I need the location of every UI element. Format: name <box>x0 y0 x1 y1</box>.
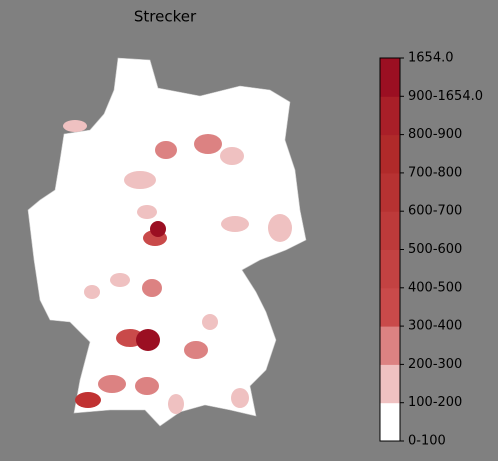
map-title: Strecker <box>134 8 197 26</box>
district-shading <box>63 120 292 414</box>
colorbar-segment <box>380 58 400 97</box>
colorbar-label: 400-500 <box>408 280 462 295</box>
colorbar-segment <box>380 326 400 365</box>
colorbar-segment <box>380 287 400 327</box>
district <box>220 147 244 165</box>
germany-map <box>27 57 307 427</box>
district <box>136 329 160 351</box>
colorbar-label: 100-200 <box>408 395 462 410</box>
district <box>135 377 159 395</box>
district <box>84 285 100 299</box>
district <box>231 388 249 408</box>
district <box>221 216 249 232</box>
colorbar-segment <box>380 402 400 442</box>
colorbar-label: 300-400 <box>408 319 462 334</box>
district <box>75 392 101 408</box>
district <box>168 394 184 414</box>
colorbar-segment <box>380 172 400 212</box>
colorbar-label: 700-800 <box>408 165 462 180</box>
district <box>124 171 156 189</box>
colorbar-label: 500-600 <box>408 242 462 257</box>
colorbar-segment <box>380 134 400 174</box>
colorbar-label: 200-300 <box>408 357 462 372</box>
district <box>137 205 157 219</box>
district <box>184 341 208 359</box>
district <box>63 120 87 132</box>
colorbar-label: 0-100 <box>408 434 446 449</box>
colorbar-segment <box>380 364 400 404</box>
colorbar-label: 1654.0 <box>408 51 454 66</box>
colorbar-label: 600-700 <box>408 204 462 219</box>
district <box>194 134 222 154</box>
district <box>98 375 126 393</box>
colorbar-label: 800-900 <box>408 127 462 142</box>
district <box>110 273 130 287</box>
colorbar: 0-100 100-200 200-300 300-400 400-500 500-600… <box>379 51 483 449</box>
colorbar-label: 900-1654.0 <box>408 89 483 104</box>
district <box>202 314 218 330</box>
colorbar-segment <box>380 211 400 250</box>
district <box>142 279 162 297</box>
colorbar-segment <box>380 96 400 136</box>
district <box>150 221 166 237</box>
district <box>155 141 177 159</box>
colorbar-segment <box>380 249 400 289</box>
district <box>268 214 292 242</box>
